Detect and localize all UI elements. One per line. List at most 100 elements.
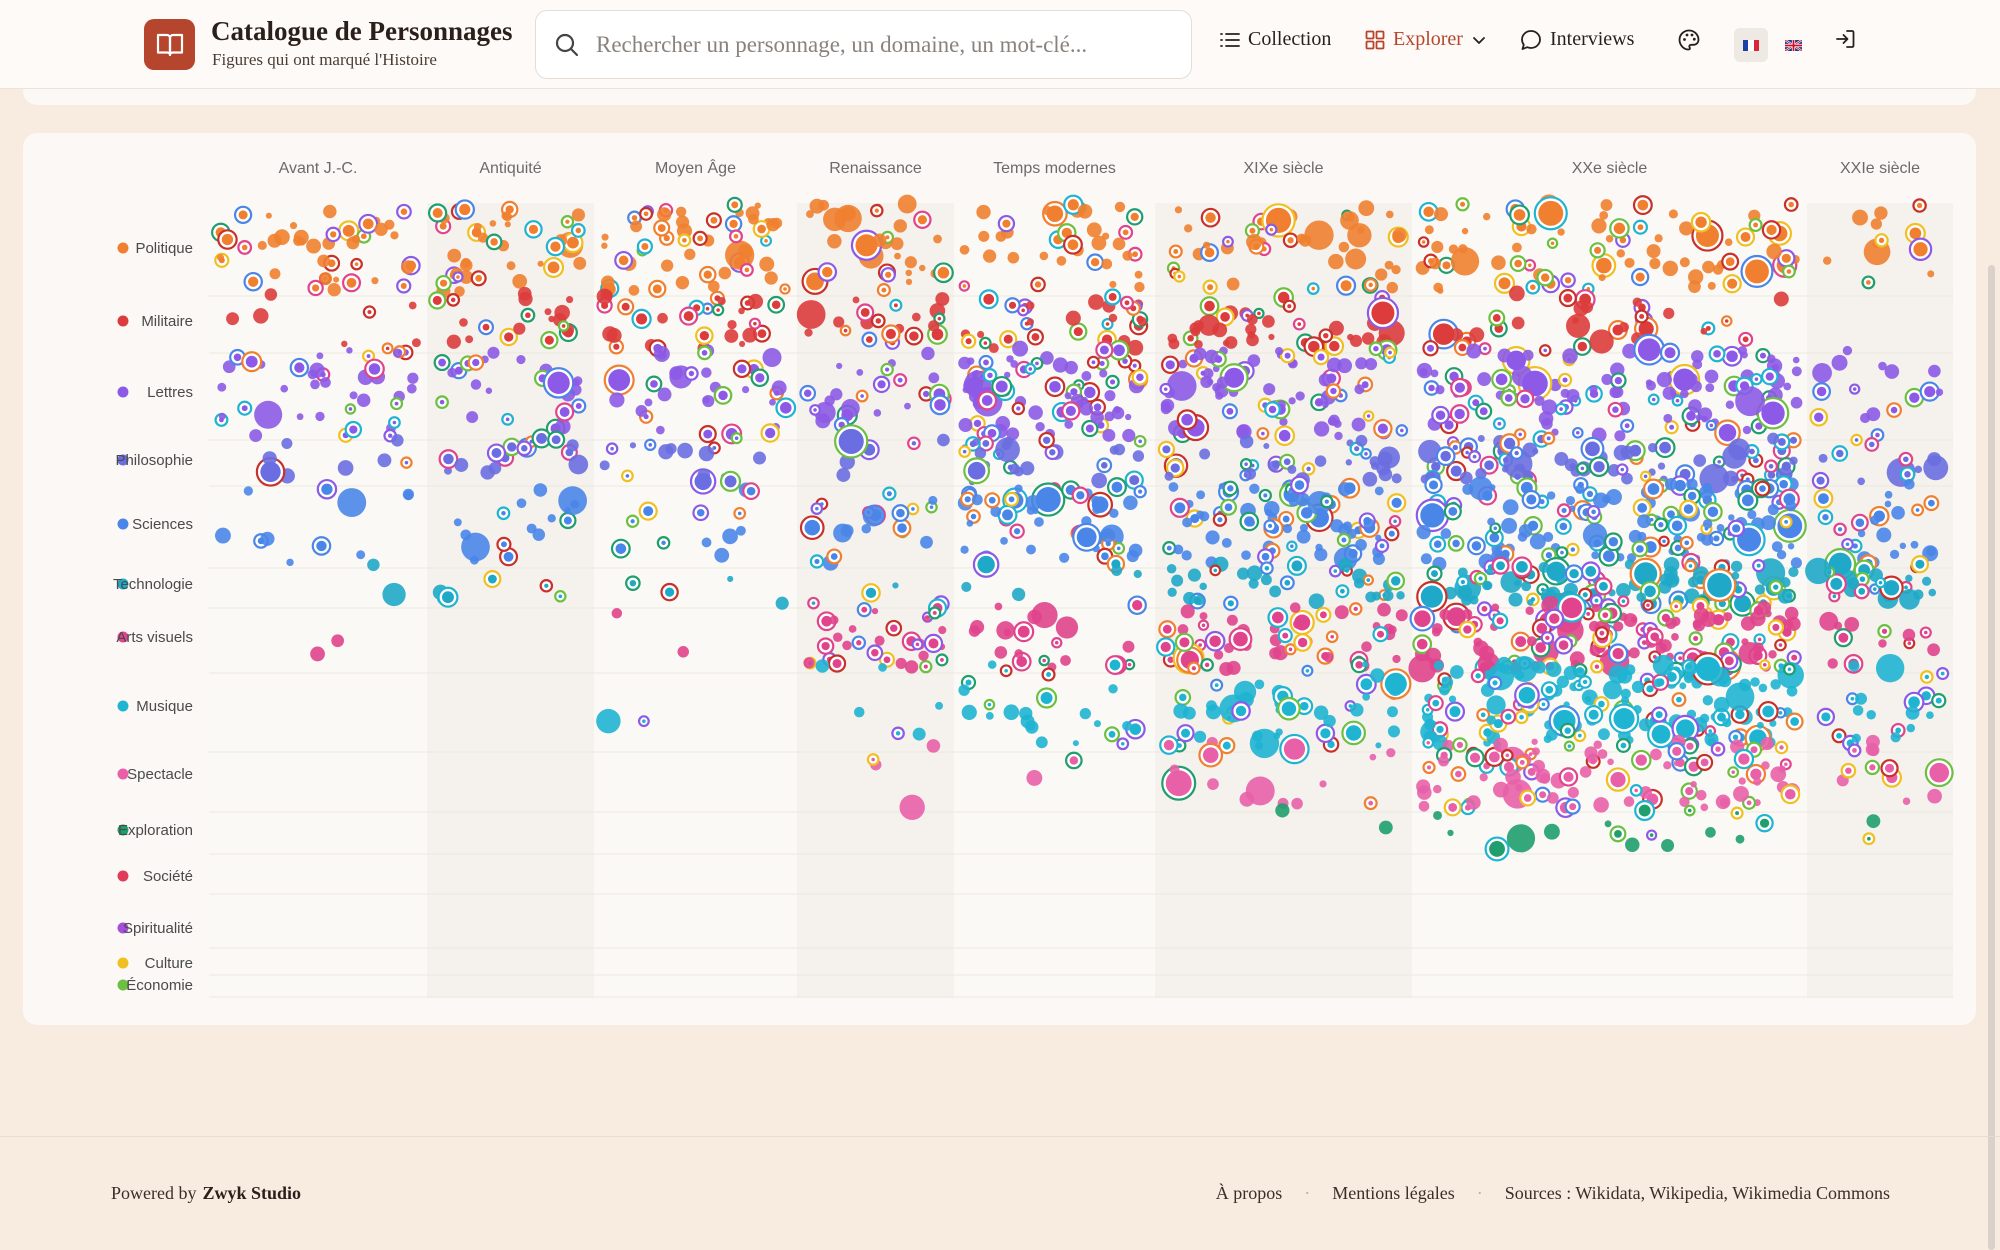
person-bubble-core bbox=[1488, 751, 1500, 763]
search-input[interactable] bbox=[596, 25, 1176, 65]
person-bubble bbox=[1502, 499, 1519, 516]
scrollbar[interactable] bbox=[1988, 265, 1995, 1250]
person-bubble bbox=[518, 291, 533, 307]
person-bubble bbox=[1741, 638, 1749, 646]
footer-link-legal[interactable]: Mentions légales bbox=[1332, 1183, 1455, 1203]
person-bubble bbox=[1556, 675, 1569, 688]
person-bubble bbox=[1226, 277, 1240, 291]
person-bubble-core bbox=[1284, 579, 1291, 586]
person-bubble-core bbox=[822, 266, 833, 278]
person-bubble bbox=[830, 388, 843, 401]
person-bubble bbox=[1593, 740, 1602, 750]
person-bubble bbox=[1059, 552, 1070, 563]
person-bubble bbox=[736, 525, 746, 536]
person-bubble-core bbox=[1432, 699, 1440, 707]
era-label: XXIe siècle bbox=[1840, 160, 1920, 177]
person-bubble bbox=[1768, 650, 1777, 659]
person-bubble-core bbox=[1762, 663, 1767, 667]
theme-button[interactable] bbox=[1677, 28, 1701, 52]
person-bubble-core bbox=[610, 446, 614, 451]
person-bubble-core bbox=[1458, 343, 1467, 352]
person-bubble-core bbox=[1784, 520, 1788, 524]
nav-interviews[interactable]: Interviews bbox=[1520, 28, 1634, 51]
person-bubble bbox=[1899, 542, 1907, 550]
person-bubble-core bbox=[885, 367, 890, 372]
search-box[interactable] bbox=[535, 10, 1192, 79]
person-bubble bbox=[1650, 748, 1662, 761]
person-bubble-core bbox=[1160, 641, 1171, 653]
person-bubble bbox=[1035, 736, 1048, 749]
logo[interactable] bbox=[144, 19, 195, 70]
person-bubble bbox=[566, 296, 574, 304]
person-bubble bbox=[1199, 582, 1207, 591]
person-bubble-core bbox=[505, 205, 514, 214]
person-bubble-core bbox=[911, 441, 917, 446]
person-bubble bbox=[1239, 791, 1255, 807]
person-bubble-core bbox=[1724, 319, 1729, 323]
person-bubble-core bbox=[875, 318, 882, 324]
person-bubble bbox=[1878, 361, 1887, 371]
person-bubble-core bbox=[1448, 802, 1458, 812]
person-bubble-core bbox=[1016, 656, 1028, 667]
person-bubble bbox=[1598, 273, 1606, 282]
nav-explorer[interactable]: Explorer bbox=[1365, 28, 1487, 51]
person-bubble bbox=[504, 221, 511, 228]
footer-link-about[interactable]: À propos bbox=[1215, 1183, 1283, 1203]
language-en-button[interactable] bbox=[1776, 28, 1810, 62]
open-book-icon bbox=[156, 33, 183, 56]
person-bubble-core bbox=[1713, 535, 1720, 542]
person-bubble-core bbox=[1264, 565, 1270, 571]
person-bubble-core bbox=[1538, 200, 1564, 226]
top-bar: Catalogue de Personnages Figures qui ont… bbox=[0, 0, 2000, 89]
category-dot bbox=[117, 700, 129, 712]
person-bubble bbox=[1724, 238, 1733, 247]
studio-link[interactable]: Zwyk Studio bbox=[202, 1183, 302, 1203]
person-bubble bbox=[602, 326, 618, 342]
person-bubble bbox=[1927, 452, 1942, 467]
person-bubble bbox=[1357, 226, 1365, 234]
person-bubble-core bbox=[1163, 739, 1175, 751]
person-bubble bbox=[1688, 280, 1701, 293]
person-bubble-core bbox=[995, 380, 1008, 393]
person-bubble-core bbox=[1562, 377, 1568, 383]
nav-collection[interactable]: Collection bbox=[1220, 28, 1331, 51]
person-bubble-core bbox=[1742, 336, 1749, 343]
person-bubble-core bbox=[1297, 322, 1302, 326]
footer-link-sources[interactable]: Sources : Wikidata, Wikipedia, Wikimedia… bbox=[1504, 1183, 1890, 1203]
login-button[interactable] bbox=[1834, 28, 1856, 50]
person-bubble-core bbox=[241, 405, 248, 412]
person-bubble bbox=[1203, 241, 1211, 249]
person-bubble bbox=[1026, 318, 1034, 326]
language-fr-button[interactable] bbox=[1734, 28, 1768, 62]
person-bubble bbox=[1034, 517, 1044, 527]
person-bubble bbox=[1479, 773, 1488, 782]
person-bubble bbox=[994, 602, 1003, 611]
person-bubble-core bbox=[1759, 352, 1767, 359]
person-bubble-core bbox=[1167, 656, 1174, 663]
person-bubble-core bbox=[1261, 431, 1265, 436]
bubble-timeline-chart[interactable]: Avant J.-C. Antiquité Moyen Âge Renaissance… bbox=[23, 133, 1976, 1025]
person-bubble-core bbox=[558, 594, 563, 599]
person-bubble bbox=[836, 362, 843, 370]
person-bubble-core bbox=[1224, 503, 1233, 512]
app-title[interactable]: Catalogue de Personnages bbox=[211, 16, 513, 46]
person-bubble-core bbox=[1514, 450, 1519, 456]
person-bubble-core bbox=[1366, 414, 1371, 418]
person-bubble-core bbox=[881, 287, 887, 293]
person-bubble bbox=[918, 650, 929, 661]
person-bubble bbox=[702, 396, 710, 404]
category-dot bbox=[117, 957, 129, 969]
person-bubble bbox=[1617, 668, 1633, 684]
person-bubble bbox=[966, 520, 974, 527]
person-bubble bbox=[904, 402, 911, 410]
person-bubble-core bbox=[1226, 239, 1230, 244]
person-bubble bbox=[1750, 677, 1760, 687]
person-bubble bbox=[1334, 605, 1349, 620]
person-bubble-core bbox=[1717, 460, 1721, 464]
person-bubble-core bbox=[1463, 625, 1472, 634]
person-bubble bbox=[1439, 608, 1451, 620]
person-bubble-core bbox=[1923, 630, 1928, 635]
person-bubble bbox=[1592, 492, 1609, 509]
person-bubble bbox=[1171, 574, 1184, 587]
person-bubble bbox=[1789, 456, 1798, 465]
